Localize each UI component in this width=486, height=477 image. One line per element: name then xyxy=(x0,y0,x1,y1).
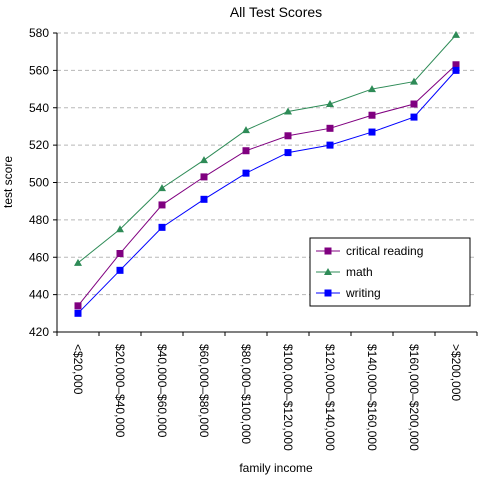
math-point xyxy=(116,225,124,233)
y-tick-label: 560 xyxy=(29,63,49,77)
math-point xyxy=(452,30,460,38)
critical-reading-point xyxy=(200,173,208,181)
math-point xyxy=(368,85,376,93)
critical-reading-point xyxy=(410,100,418,108)
critical-reading-point xyxy=(74,302,82,310)
y-tick-label: 440 xyxy=(29,288,49,302)
x-axis-label: family income xyxy=(239,461,313,475)
critical-reading-point xyxy=(452,61,460,69)
y-tick-label: 420 xyxy=(29,325,49,339)
legend-label-writing: writing xyxy=(345,286,381,300)
x-tick-label: $40,000–$60,000 xyxy=(155,344,169,438)
y-tick-label: 480 xyxy=(29,213,49,227)
writing-point xyxy=(74,309,82,317)
series-writing xyxy=(74,66,460,317)
series-math xyxy=(74,30,460,266)
series-group xyxy=(74,30,460,317)
critical-reading-point xyxy=(116,250,124,258)
writing-point xyxy=(410,113,418,121)
legend-marker-writing xyxy=(324,289,332,297)
chart-title: All Test Scores xyxy=(230,4,322,20)
critical-reading-line xyxy=(77,64,457,307)
y-tick-label: 540 xyxy=(29,101,49,115)
math-point xyxy=(200,156,208,164)
critical-reading-point xyxy=(242,147,250,155)
math-point xyxy=(284,107,292,115)
y-tick-label: 580 xyxy=(29,26,49,40)
writing-point xyxy=(116,266,124,274)
x-tick-label: <$20,000 xyxy=(71,344,85,395)
x-tick-label: $80,000–$100,000 xyxy=(239,344,253,444)
y-axis-label: test score xyxy=(1,156,15,208)
y-tick-label: 520 xyxy=(29,138,49,152)
writing-point xyxy=(284,149,292,157)
x-tick-label: $160,000–$200,000 xyxy=(407,344,421,451)
math-line xyxy=(77,34,457,264)
x-tick-label: $120,000–$140,000 xyxy=(323,344,337,451)
y-tick-label: 460 xyxy=(29,250,49,264)
x-tick-label: $140,000–$160,000 xyxy=(365,344,379,451)
critical-reading-point xyxy=(326,124,334,132)
writing-point xyxy=(158,223,166,231)
legend-label-math: math xyxy=(346,265,373,279)
x-tick-label: $20,000–$40,000 xyxy=(113,344,127,438)
x-axis-ticks: <$20,000 $20,000–$40,000 $40,000–$60,000 $6… xyxy=(56,332,478,451)
y-axis-ticks: 420 440 460 480 500 520 540 560 580 xyxy=(29,26,57,339)
legend: critical reading math writing xyxy=(309,237,471,307)
legend-marker-critical-reading xyxy=(324,247,332,255)
legend-marker-math xyxy=(324,268,332,275)
x-tick-label: $100,000–$120,000 xyxy=(281,344,295,451)
x-tick-label: >$200,000 xyxy=(449,344,463,401)
math-point xyxy=(242,126,250,134)
legend-label-critical-reading: critical reading xyxy=(346,244,423,258)
math-point xyxy=(74,258,82,266)
writing-point xyxy=(326,141,334,149)
math-point xyxy=(410,77,418,85)
critical-reading-point xyxy=(368,111,376,119)
critical-reading-point xyxy=(284,132,292,140)
y-tick-label: 500 xyxy=(29,176,49,190)
grid xyxy=(57,32,477,296)
writing-point xyxy=(200,195,208,203)
writing-point xyxy=(452,66,460,74)
writing-point xyxy=(242,169,250,177)
math-point xyxy=(158,184,166,192)
math-point xyxy=(326,100,334,108)
x-tick-label: $60,000–$80,000 xyxy=(197,344,211,438)
writing-point xyxy=(368,128,376,136)
writing-line xyxy=(77,70,457,314)
series-critical-reading xyxy=(74,61,460,310)
critical-reading-point xyxy=(158,201,166,209)
